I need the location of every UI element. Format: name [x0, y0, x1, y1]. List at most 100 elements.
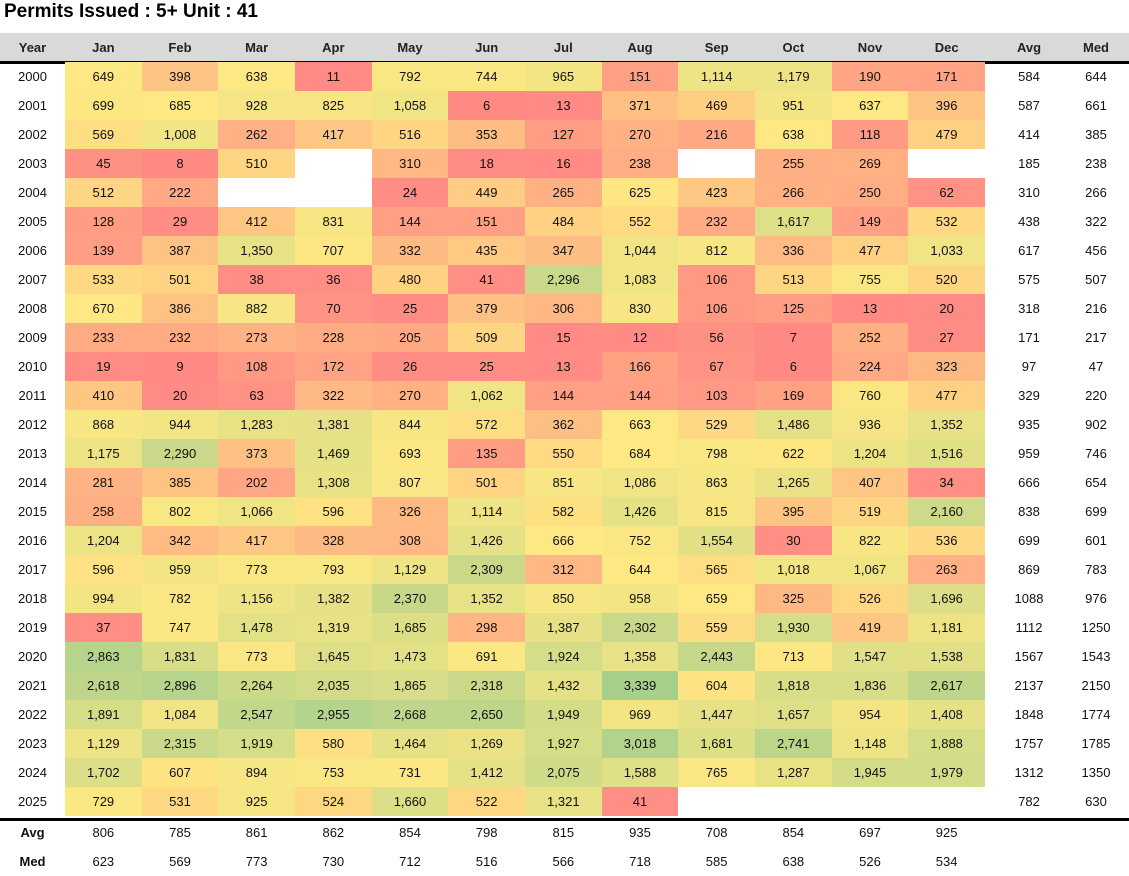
- heatmap-cell: 1,473: [371, 642, 449, 671]
- heatmap-cell: 954: [831, 700, 909, 729]
- heatmap-cell: 387: [141, 236, 219, 265]
- heatmap-cell: 509: [448, 323, 525, 352]
- heatmap-cell: 342: [141, 526, 219, 555]
- column-header-mar: Mar: [245, 40, 269, 55]
- heatmap-cell: 70: [295, 294, 372, 323]
- heatmap-cell: 1,018: [755, 555, 832, 584]
- year-cell: 2020: [18, 649, 47, 664]
- heatmap-cell: 477: [908, 381, 985, 410]
- heatmap-cell: 20: [141, 381, 219, 410]
- heatmap-cell: 29: [141, 207, 219, 236]
- heatmap-cell: 944: [141, 410, 219, 439]
- heatmap-cell: 1,478: [218, 613, 295, 642]
- heatmap-cell: 1,888: [908, 729, 985, 758]
- heatmap-cell: 63: [218, 381, 295, 410]
- avg-cell: 869: [1018, 562, 1040, 577]
- heatmap-cell: 1,067: [831, 555, 909, 584]
- heatmap-cell: 127: [525, 120, 602, 149]
- summary-cell: 516: [475, 854, 498, 869]
- heatmap-cell: 1,426: [601, 497, 679, 526]
- heatmap-cell: 798: [678, 439, 755, 468]
- avg-cell: 666: [1018, 475, 1040, 490]
- avg-cell: 959: [1018, 446, 1040, 461]
- heatmap-cell: 269: [831, 149, 909, 178]
- heatmap-cell: 423: [678, 178, 755, 207]
- table-row: 2023 1,129 2,315 1,919 580 1,464 1,269 1,927 3,0…: [0, 729, 1129, 758]
- heatmap-cell: 7: [755, 323, 832, 352]
- heatmap-cell: 1,408: [908, 700, 985, 729]
- heatmap-cell: 747: [141, 613, 219, 642]
- heatmap-cell: 1,204: [831, 439, 909, 468]
- avg-cell: 1567: [1014, 649, 1044, 664]
- heatmap-cell: 1,062: [448, 381, 525, 410]
- heatmap-cell: 831: [295, 207, 372, 236]
- heatmap-cell: 1,891: [65, 700, 142, 729]
- heatmap-cell: 765: [678, 758, 755, 787]
- med-cell: 783: [1085, 562, 1107, 577]
- heatmap-cell: 9: [141, 352, 219, 381]
- heatmap-cell: 273: [218, 323, 295, 352]
- heatmap-cell: 2,443: [678, 642, 755, 671]
- table-row: 2024 1,702 607 894 753 731 1,412 2,075 1,588 765 1…: [0, 758, 1129, 787]
- heatmap-cell: 270: [371, 381, 449, 410]
- heatmap-cell: 265: [525, 178, 602, 207]
- heatmap-cell: 936: [831, 410, 909, 439]
- heatmap-cell: 2,290: [141, 439, 219, 468]
- heatmap-cell: 604: [678, 671, 755, 700]
- heatmap-cell: 844: [371, 410, 449, 439]
- table-row: 2019 37 747 1,478 1,319 1,685 298 1,387 2,302 559…: [0, 613, 1129, 642]
- heatmap-cell: 13: [525, 91, 602, 120]
- table-row: 2002 569 1,008 262 417 516 353 127 270 216 638 118 4…: [0, 120, 1129, 149]
- heatmap-cell: 501: [448, 468, 525, 497]
- heatmap-cell: 638: [218, 62, 295, 91]
- med-cell: 47: [1088, 359, 1104, 374]
- heatmap-cell: 994: [65, 584, 142, 613]
- heatmap-cell: 480: [371, 265, 449, 294]
- table-header: Year Jan Feb Mar Apr May Jun Jul Aug Sep Oct Nov Dec…: [0, 33, 1129, 64]
- heatmap-cell: 693: [371, 439, 449, 468]
- table-row: 2005 128 29 412 831 144 151 484 552 232 1,617 149 53…: [0, 207, 1129, 236]
- heatmap-cell: 863: [678, 468, 755, 497]
- table-row: 2016 1,204 342 417 328 308 1,426 666 752 1,554 30 8…: [0, 526, 1129, 555]
- year-cell: 2023: [18, 736, 47, 751]
- heatmap-cell: 18: [448, 149, 525, 178]
- heatmap-cell: 1,269: [448, 729, 525, 758]
- heatmap-cell: 41: [448, 265, 525, 294]
- heatmap-cell: 15: [525, 323, 602, 352]
- heatmap-cell: 850: [525, 584, 602, 613]
- heatmap-cell: 216: [678, 120, 755, 149]
- heatmap-cell: 1,179: [755, 62, 832, 91]
- heatmap-cell: 825: [295, 91, 372, 120]
- heatmap-cell: 524: [295, 787, 372, 816]
- heatmap-cell: 713: [755, 642, 832, 671]
- heatmap-cell: 353: [448, 120, 525, 149]
- heatmap-cell: 222: [141, 178, 219, 207]
- year-cell: 2012: [18, 417, 47, 432]
- heatmap-cell: 1,148: [831, 729, 909, 758]
- heatmap-cell: 582: [525, 497, 602, 526]
- heatmap-cell: 638: [755, 120, 832, 149]
- med-cell: 630: [1085, 794, 1107, 809]
- heatmap-cell: 19: [65, 352, 142, 381]
- heatmap-cell: 45: [65, 149, 142, 178]
- heatmap-cell: 30: [755, 526, 832, 555]
- heatmap-cell: 1,660: [371, 787, 449, 816]
- heatmap-cell: 108: [218, 352, 295, 381]
- table-row: 2017 596 959 773 793 1,129 2,309 312 644 565 1,018…: [0, 555, 1129, 584]
- column-header-avg: Avg: [1016, 40, 1042, 55]
- heatmap-cell: 1,447: [678, 700, 755, 729]
- avg-cell: 1112: [1015, 620, 1043, 635]
- heatmap-cell: 1,265: [755, 468, 832, 497]
- heatmap-cell: 1,538: [908, 642, 985, 671]
- heatmap-cell: 252: [831, 323, 909, 352]
- heatmap-cell: 596: [295, 497, 372, 526]
- avg-cell: 97: [1021, 359, 1037, 374]
- heatmap-cell: 362: [525, 410, 602, 439]
- heatmap-cell: 529: [678, 410, 755, 439]
- med-cell: 1350: [1081, 765, 1111, 780]
- heatmap-cell: 830: [601, 294, 679, 323]
- med-cell: 644: [1085, 69, 1107, 84]
- heatmap-cell: 894: [218, 758, 295, 787]
- heatmap-cell: 1,685: [371, 613, 449, 642]
- heatmap-cell: 1,426: [448, 526, 525, 555]
